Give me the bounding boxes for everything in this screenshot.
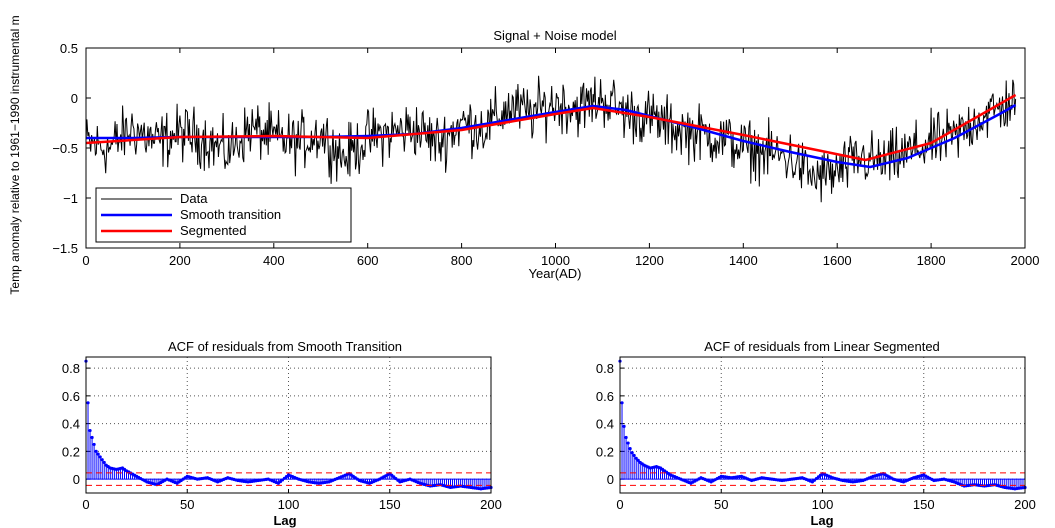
legend-label-smooth: Smooth transition	[180, 207, 281, 222]
acf-segmented-stem-marker	[632, 453, 636, 458]
acf-smooth-grid	[86, 357, 491, 493]
acf-segmented-ytick-label: 0.8	[596, 361, 614, 376]
main-xtick-label: 1600	[823, 253, 852, 268]
acf-segmented-ytick-label: 0.4	[596, 417, 614, 432]
main-xlabel: Year(AD)	[529, 266, 582, 281]
acf-smooth-xtick-label: 200	[480, 497, 502, 512]
acf-smooth-stem-marker	[86, 401, 90, 405]
main-xtick-label: 1800	[917, 253, 946, 268]
acf-smooth-xlabel: Lag	[273, 513, 296, 528]
acf-smooth-stem-marker	[94, 449, 98, 453]
main-title: Signal + Noise model	[493, 28, 616, 43]
main-xtick-label: 1400	[729, 253, 758, 268]
main-ytick-label: −1	[63, 191, 78, 206]
acf-smooth-xtick-label: 100	[278, 497, 300, 512]
acf-smooth-stem-marker	[98, 455, 102, 459]
acf-segmented-xtick-label: 100	[812, 497, 834, 512]
series-segmented-line	[85, 93, 1017, 162]
legend-label-data: Data	[180, 191, 208, 206]
acf-smooth-xtick-label: 0	[82, 497, 89, 512]
acf-segmented-xtick-label: 0	[616, 497, 623, 512]
series-data-line	[85, 75, 1017, 203]
acf-segmented-axes-box	[619, 356, 1026, 494]
main-axes-box	[85, 47, 1026, 249]
acf-smooth-stem-marker	[100, 458, 104, 462]
acf-segmented-stem-marker	[626, 441, 630, 445]
main-plot: Signal + Noise model Year(AD) Temp anoma…	[8, 15, 1039, 294]
main-xtick-label: 200	[169, 253, 191, 268]
acf-segmented-stem-marker	[622, 424, 626, 428]
legend-label-segmented: Segmented	[180, 223, 247, 238]
acf-segmented-stem-marker	[636, 458, 640, 462]
acf-segmented-ytick-label: 0.2	[596, 444, 614, 459]
main-xtick-label: 0	[82, 253, 89, 268]
acf-smooth-stem-marker	[88, 428, 92, 433]
acf-segmented-xtick-label: 200	[1014, 497, 1036, 512]
acf-smooth-ytick-label: 0	[73, 472, 80, 487]
acf-smooth-ticks: 0 50 100 150 200 0 0.2 0.4 0.6 0.8	[62, 361, 502, 512]
acf-smooth-plot: ACF of residuals from Smooth Transition …	[62, 339, 502, 528]
main-ytick-label: 0	[71, 91, 78, 106]
main-ytick-label: −1.5	[52, 241, 78, 256]
acf-smooth-stem-marker	[90, 435, 94, 440]
acf-segmented-xlabel: Lag	[810, 513, 833, 528]
main-ytick-label: −0.5	[52, 141, 78, 156]
acf-smooth-stem-marker	[96, 452, 100, 456]
acf-segmented-xtick-label: 50	[714, 497, 728, 512]
acf-segmented-ytick-label: 0.6	[596, 389, 614, 404]
acf-segmented-stems	[618, 359, 1027, 491]
acf-segmented-stem-marker	[630, 451, 634, 455]
acf-segmented-title: ACF of residuals from Linear Segmented	[704, 339, 940, 354]
acf-segmented-xtick-label: 150	[913, 497, 935, 512]
acf-smooth-xtick-label: 150	[379, 497, 401, 512]
main-ylabel: Temp anomaly relative to 1961−1990 instr…	[8, 15, 22, 294]
acf-segmented-grid	[620, 357, 1025, 493]
main-xtick-label: 600	[357, 253, 379, 268]
acf-segmented-ticks: 0 50 100 150 200 0 0.2 0.4 0.6 0.8	[596, 361, 1036, 512]
acf-segmented-ytick-label: 0	[607, 472, 614, 487]
main-series	[85, 75, 1017, 203]
acf-smooth-stem-marker	[102, 460, 106, 465]
main-xtick-label: 800	[451, 253, 473, 268]
main-xtick-label: 400	[263, 253, 285, 268]
main-ytick-label: 0.5	[60, 41, 78, 56]
legend: Data Smooth transition Segmented	[95, 187, 352, 243]
acf-segmented-stem-marker	[628, 446, 632, 451]
acf-smooth-stems	[84, 359, 493, 491]
main-xtick-label: 2000	[1011, 253, 1040, 268]
acf-smooth-axes-box	[85, 356, 492, 494]
acf-smooth-xtick-label: 50	[180, 497, 194, 512]
acf-segmented-stem-marker	[634, 456, 638, 460]
acf-smooth-stem-marker	[92, 442, 96, 447]
acf-smooth-ytick-label: 0.2	[62, 444, 80, 459]
acf-segmented-stem-marker	[620, 401, 624, 405]
acf-segmented-plot: ACF of residuals from Linear Segmented L…	[596, 339, 1036, 528]
acf-smooth-title: ACF of residuals from Smooth Transition	[168, 339, 402, 354]
acf-smooth-ytick-label: 0.4	[62, 417, 80, 432]
acf-segmented-stem-marker	[624, 435, 628, 440]
main-ticks: 0 200 400 600 800 1000 1200 1400 1600 1800 2000 −1.…	[52, 41, 1039, 268]
acf-smooth-ytick-label: 0.6	[62, 389, 80, 404]
main-xtick-label: 1000	[541, 253, 570, 268]
acf-smooth-ytick-label: 0.8	[62, 361, 80, 376]
main-xtick-label: 1200	[635, 253, 664, 268]
